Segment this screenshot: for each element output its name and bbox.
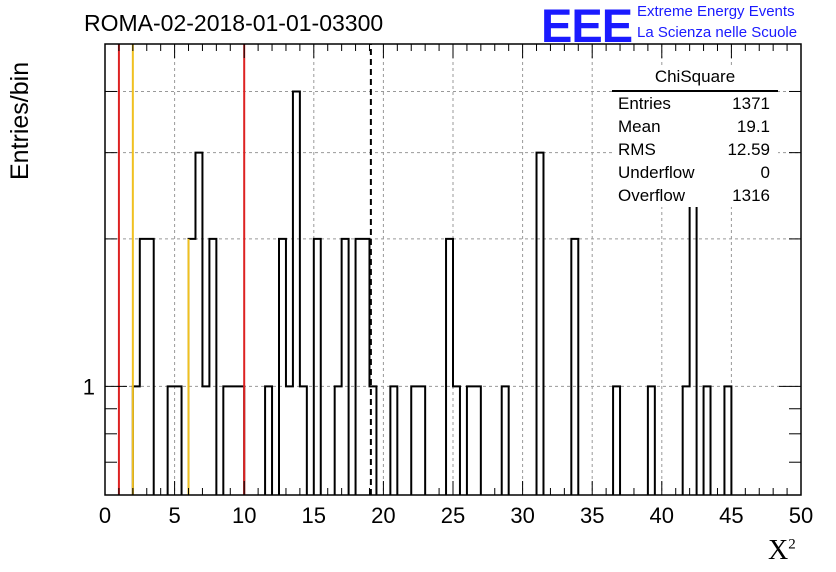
stats-row-entries: Entries 1371 [612, 92, 778, 115]
histogram-bin [411, 386, 425, 495]
histogram-bin [356, 239, 370, 495]
stats-label: Overflow [618, 186, 686, 205]
logo-line-1: Extreme Energy Events [637, 3, 795, 20]
run-title: ROMA-02-2018-01-01-03300 [84, 10, 384, 36]
x-tick-label: 15 [302, 503, 326, 528]
histogram-bin [133, 386, 140, 495]
x-tick-label: 0 [99, 503, 111, 528]
y-tick-label: 1 [83, 374, 95, 399]
histogram-bin [335, 386, 342, 495]
x-tick-label: 30 [510, 503, 534, 528]
stats-value: 1371 [732, 94, 770, 113]
stats-row-underflow: Underflow 0 [612, 161, 778, 184]
x-tick-label: 35 [580, 503, 604, 528]
stats-row-mean: Mean 19.1 [612, 115, 778, 138]
histogram-bin [209, 239, 216, 495]
x-tick-label: 45 [719, 503, 743, 528]
histogram-bin [446, 239, 453, 495]
x-tick-label: 50 [789, 503, 813, 528]
x-tick-label: 5 [168, 503, 180, 528]
histogram-bin [342, 239, 349, 495]
x-tick-label: 20 [371, 503, 395, 528]
histogram-bin [223, 386, 244, 495]
histogram-outline [131, 90, 733, 495]
histogram-bin [195, 153, 202, 495]
histogram-bin [265, 386, 272, 495]
stats-label: RMS [618, 140, 656, 159]
stats-value: 0 [760, 163, 770, 182]
histogram-bin [168, 386, 182, 495]
histogram-bin [140, 239, 154, 495]
x-tick-label: 25 [441, 503, 465, 528]
stats-value: 1316 [732, 186, 770, 205]
histogram-bin [474, 386, 481, 495]
histogram-bin [724, 386, 731, 495]
histogram-bin [467, 386, 474, 495]
histogram-bin [279, 239, 286, 495]
histogram-bin [704, 386, 711, 495]
x-tick-label: 40 [650, 503, 674, 528]
stats-value: 12.59 [727, 140, 770, 159]
histogram-bin [453, 386, 460, 495]
x-axis-label-symbol: X [768, 535, 789, 566]
histogram-bin [648, 386, 655, 495]
histogram-bin [202, 386, 209, 495]
stats-row-overflow: Overflow 1316 [612, 184, 778, 207]
logo-line-2: La Scienza nelle Scuole [637, 24, 798, 41]
histogram-bin [286, 386, 293, 495]
x-axis-label: X2 [768, 535, 796, 567]
histogram-bin [502, 386, 509, 495]
x-axis-label-superscript: 2 [788, 536, 796, 553]
x-tick-label: 10 [232, 503, 256, 528]
histogram-bin [537, 153, 544, 495]
histogram-bin [314, 239, 321, 495]
stats-box: ChiSquare Entries 1371 Mean 19.1 RMS 12.59 … [612, 66, 778, 207]
y-axis-label: Entries/bin [6, 61, 34, 180]
eee-logo: EEE [541, 0, 633, 52]
histogram-bin [189, 239, 196, 495]
stats-label: Entries [618, 94, 671, 113]
histogram-bin [571, 239, 578, 495]
histogram-bin [300, 386, 307, 495]
stats-title: ChiSquare [612, 66, 778, 92]
stats-value: 19.1 [736, 117, 770, 136]
stats-row-rms: RMS 12.59 [612, 138, 778, 161]
histogram-bin [613, 386, 620, 495]
histogram-bin [293, 91, 300, 495]
stats-label: Mean [618, 117, 661, 136]
stats-label: Underflow [618, 163, 695, 182]
histogram-bin [683, 386, 690, 495]
histogram-bin [390, 386, 397, 495]
